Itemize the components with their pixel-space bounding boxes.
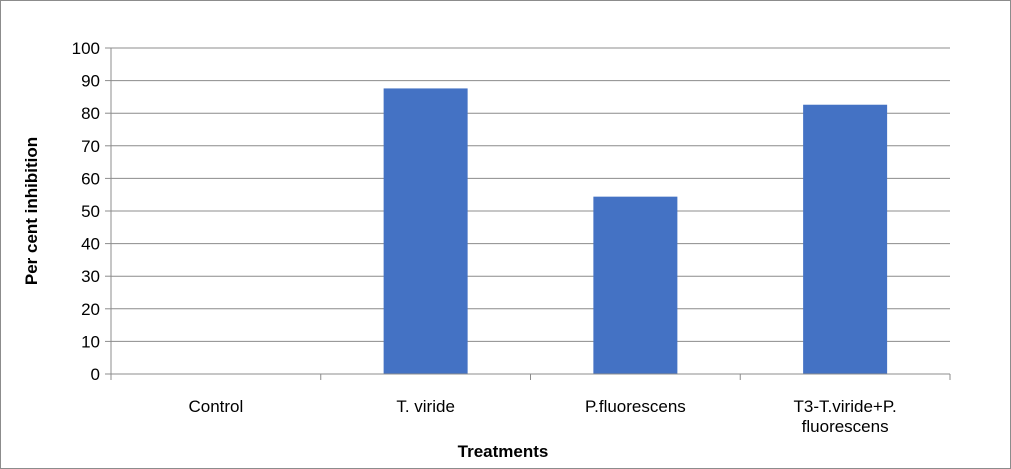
y-tick-label: 40 [81, 235, 100, 254]
y-tick-label: 100 [72, 39, 100, 58]
y-axis-title: Per cent inhibition [22, 137, 41, 285]
bar-3 [803, 104, 888, 374]
x-category-label-line: Control [188, 397, 243, 416]
x-category-label-line: T. viride [396, 397, 455, 416]
y-tick-label: 80 [81, 104, 100, 123]
x-axis-title: Treatments [458, 442, 549, 461]
x-category-labels: Control T. viride P.fluorescens T3-T.viride… [188, 397, 896, 436]
bar-1 [383, 88, 468, 374]
x-category-label-1: T. viride [396, 397, 455, 416]
y-tick-label: 20 [81, 300, 100, 319]
x-category-label-line: P.fluorescens [585, 397, 686, 416]
y-tick-label: 60 [81, 169, 100, 188]
y-tick-label: 50 [81, 202, 100, 221]
bar-2 [593, 196, 678, 374]
y-tick-label: 0 [91, 365, 100, 384]
x-category-label-line: fluorescens [802, 417, 889, 436]
y-tick-labels: 0 10 20 30 40 50 60 70 80 90 100 [72, 39, 100, 384]
bars [383, 88, 888, 374]
x-category-label-3: T3-T.viride+P. fluorescens [794, 397, 897, 436]
y-tick-label: 30 [81, 267, 100, 286]
x-category-label-line: T3-T.viride+P. [794, 397, 897, 416]
y-tick-label: 70 [81, 137, 100, 156]
axes [110, 48, 951, 380]
x-category-label-2: P.fluorescens [585, 397, 686, 416]
x-category-label-0: Control [188, 397, 243, 416]
y-tick-label: 90 [81, 72, 100, 91]
y-tick-label: 10 [81, 332, 100, 351]
